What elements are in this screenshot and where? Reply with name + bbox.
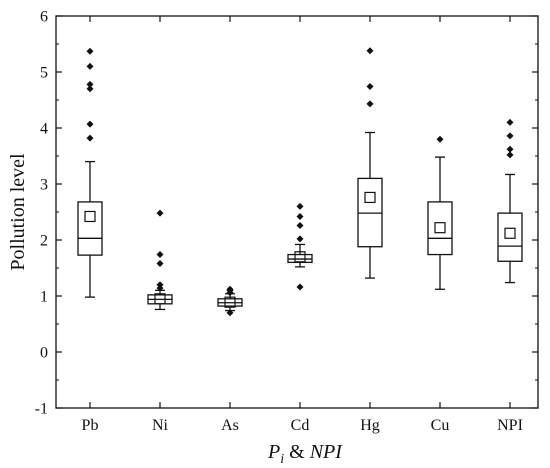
x-tick-label-cu: Cu — [431, 417, 450, 434]
box-pb — [77, 47, 103, 298]
outlier-point — [506, 145, 514, 153]
mean-marker — [224, 296, 236, 308]
plot-area — [77, 47, 523, 317]
mean-marker — [154, 293, 166, 305]
box-cd — [287, 202, 313, 291]
outlier-point — [366, 47, 374, 55]
y-tick-label: 0 — [40, 345, 48, 362]
box-npi — [497, 118, 523, 284]
outlier-point — [436, 135, 444, 143]
x-axis-title: Pi & NPI — [267, 441, 343, 467]
x-tick-label-as: As — [221, 417, 239, 434]
x-tick-label-cd: Cd — [291, 417, 310, 434]
box-cu — [427, 135, 453, 290]
outlier-point — [86, 120, 94, 128]
y-tick-label: 6 — [40, 9, 48, 26]
x-axis-title-part: & — [284, 441, 310, 463]
y-tick-label: 5 — [40, 65, 48, 82]
mean-marker — [294, 251, 306, 263]
outlier-point — [86, 62, 94, 70]
outlier-point — [156, 260, 164, 268]
mean-marker — [434, 222, 446, 234]
x-tick-label-npi: NPI — [497, 417, 523, 434]
x-axis-title-part: NPI — [309, 441, 344, 463]
mean-marker — [84, 210, 96, 223]
outlier-point — [156, 251, 164, 259]
outlier-point — [296, 221, 304, 229]
outlier-point — [86, 134, 94, 142]
outlier-point — [156, 281, 164, 289]
box-hg — [357, 47, 383, 279]
y-tick-label: 1 — [40, 289, 48, 306]
y-tick-label: 4 — [40, 121, 48, 138]
y-tick-label: -1 — [35, 401, 48, 418]
outlier-point — [506, 151, 514, 159]
box-iqr — [427, 201, 453, 256]
x-tick-label-hg: Hg — [360, 417, 380, 434]
mean-marker — [504, 227, 516, 239]
outlier-point — [366, 83, 374, 91]
box-as — [217, 285, 243, 317]
outlier-point — [506, 132, 514, 140]
outlier-point — [86, 47, 94, 55]
outlier-point — [86, 80, 94, 88]
outlier-point — [226, 309, 234, 317]
box-iqr — [77, 201, 103, 256]
x-axis-title-part: i — [280, 452, 284, 467]
box-ni — [147, 209, 173, 311]
y-tick-label: 2 — [40, 233, 48, 250]
y-axis-title: Pollution level — [7, 153, 29, 271]
mean-marker — [364, 191, 376, 204]
x-tick-label-ni: Ni — [152, 417, 169, 434]
x-tick-label-pb: Pb — [82, 417, 99, 434]
box-iqr — [497, 212, 523, 262]
outlier-point — [296, 202, 304, 210]
outlier-point — [366, 100, 374, 108]
outlier-point — [506, 118, 514, 126]
outlier-point — [296, 212, 304, 220]
outlier-point — [156, 209, 164, 217]
y-tick-label: 3 — [40, 177, 48, 194]
outlier-point — [296, 235, 304, 243]
x-axis-title-part: P — [267, 441, 280, 463]
plot-frame — [55, 15, 539, 409]
axes: -1 0 1 2 3 4 5 6 Pb Ni As Cd Hg Cu NPI — [35, 9, 539, 434]
outlier-point — [296, 283, 304, 291]
outlier-point — [86, 85, 94, 93]
outlier-point — [226, 285, 234, 293]
